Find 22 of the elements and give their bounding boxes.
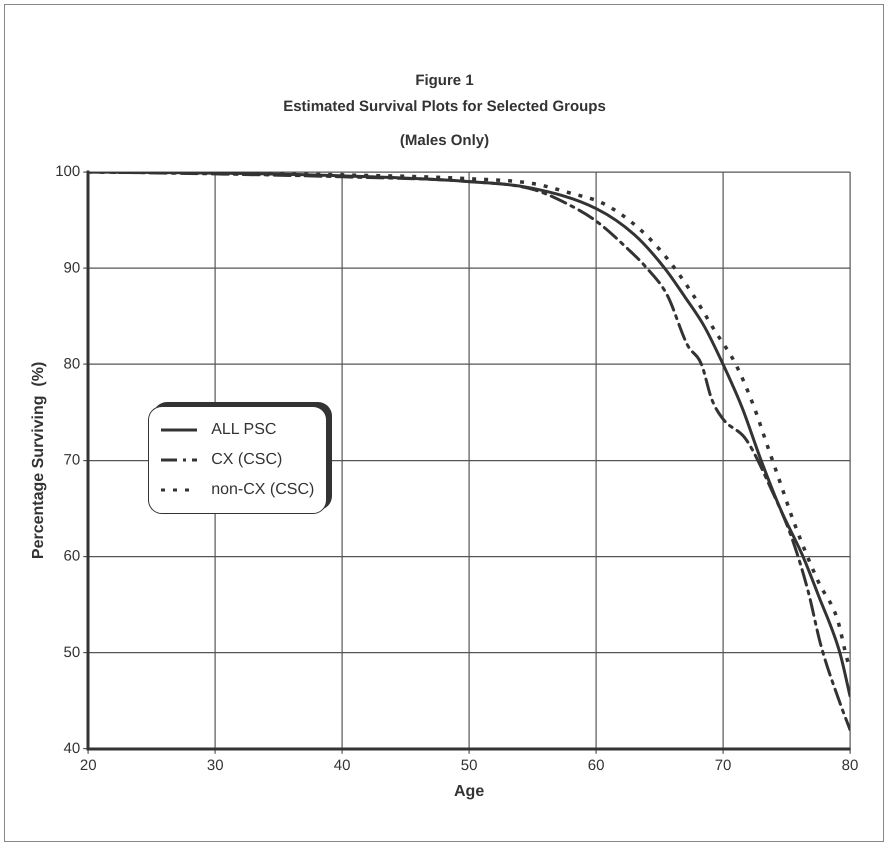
x-tick-label: 80 [842,756,858,774]
x-tick-label: 20 [80,756,97,774]
y-axis-title: Percentage Surviving (%) [30,362,48,560]
x-tick-label: 70 [714,756,732,774]
chart-subtitle: Estimated Survival Plots for Selected Groups [282,98,607,115]
legend-label: CX (CSC) [211,451,282,470]
chart-title: Figure 1 [414,72,475,89]
y-tick-label: 80 [64,355,80,372]
text: (Males Only) [398,132,490,149]
legend-label: non-CX (CSC) [211,481,314,500]
y-tick-label: 40 [64,740,80,757]
x-tick-label: 50 [460,756,478,774]
y-tick-label: 100 [55,163,80,180]
y-tick-label: 90 [64,259,80,276]
y-tick-label: 50 [64,644,80,661]
x-tick-label: 60 [588,756,604,774]
x-axis-title: Age [454,782,484,800]
y-tick-label: 70 [64,452,80,469]
x-tick-label: 30 [206,756,224,774]
legend-label: ALL PSC [211,421,276,440]
y-tick-label: 60 [64,548,80,565]
x-tick-label: 40 [334,756,350,774]
